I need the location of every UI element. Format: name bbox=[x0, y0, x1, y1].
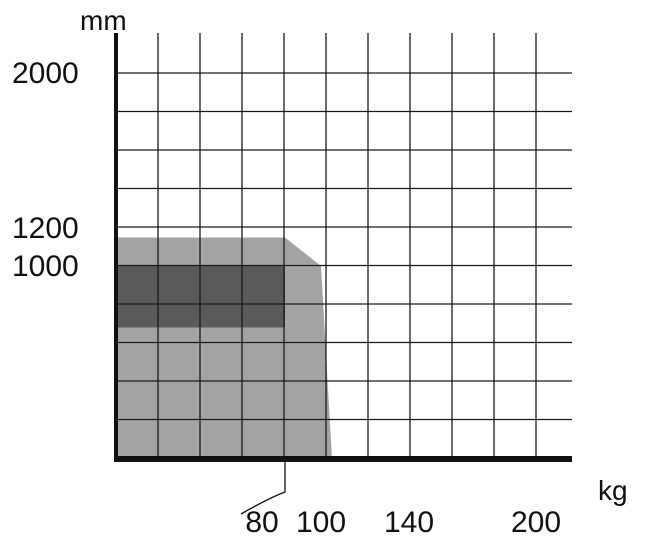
x-tick-label: 100 bbox=[296, 506, 346, 539]
chart-axes bbox=[114, 33, 572, 462]
y-unit-label: mm bbox=[80, 5, 127, 36]
x-tick-label: 200 bbox=[511, 506, 561, 539]
callout-line bbox=[240, 462, 286, 515]
callout-leader bbox=[240, 462, 286, 515]
x-tick-label: 140 bbox=[384, 506, 434, 539]
x-unit-label: kg bbox=[598, 475, 628, 506]
chart-grid bbox=[116, 33, 572, 458]
y-tick-label: 1200 bbox=[12, 212, 79, 245]
x-tick-label: 80 bbox=[245, 506, 278, 539]
capacity-regions bbox=[116, 237, 332, 458]
tick-labels: 2000 1200 1000 80 100 140 200 bbox=[12, 57, 561, 539]
y-tick-label: 1000 bbox=[12, 250, 79, 283]
y-tick-label: 2000 bbox=[12, 57, 79, 90]
